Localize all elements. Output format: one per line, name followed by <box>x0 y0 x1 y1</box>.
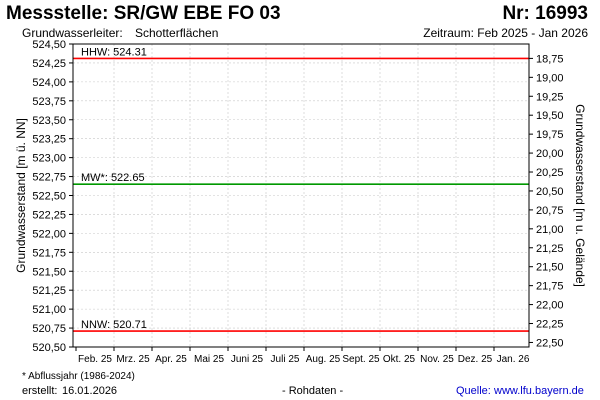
grid-layer <box>73 43 529 348</box>
axis-layer: 524,50 524,25 524,00 523,75 523,50 523,25 523,… <box>32 39 563 365</box>
x-tick-label: Aug. 25 <box>306 354 341 365</box>
y-tick-label: 524,00 <box>32 77 66 89</box>
y-tick-label: 521,25 <box>32 285 66 297</box>
y-tick-label: 520,75 <box>32 323 66 335</box>
station-number: Nr: 16993 <box>502 3 588 24</box>
y-tick-label: 520,50 <box>32 342 66 354</box>
y-tick-label: 522,25 <box>32 209 66 221</box>
y2-tick-label: 20,50 <box>536 186 564 198</box>
y2-tick-label: 22,50 <box>536 337 564 349</box>
x-tick-label: Okt. 25 <box>383 354 416 365</box>
x-tick-label: Mrz. 25 <box>116 354 150 365</box>
y-tick-label: 523,75 <box>32 96 66 108</box>
reference-line-label: NNW: 520.71 <box>81 319 147 331</box>
y2-tick-label: 19,00 <box>536 72 564 84</box>
y2-axis-label: Grundwasserstand [m u. Gelände] <box>573 104 587 287</box>
y2-tick-label: 19,25 <box>536 91 564 103</box>
x-tick-label: Juni 25 <box>231 354 264 365</box>
y2-tick-label: 20,00 <box>536 148 564 160</box>
y2-tick-label: 21,25 <box>536 243 564 255</box>
chart-title: Messstelle: SR/GW EBE FO 03 <box>6 3 281 24</box>
aquifer-label: Grundwasserleiter: <box>22 26 123 40</box>
y2-tick-label: 19,50 <box>536 110 564 122</box>
y-tick-label: 522,75 <box>32 172 66 184</box>
x-tick-label: Sept. 25 <box>342 354 380 365</box>
y-tick-label: 521,00 <box>32 304 66 316</box>
x-tick-label: Jan. 26 <box>497 354 530 365</box>
y-tick-label: 523,00 <box>32 153 66 165</box>
y2-tick-label: 20,75 <box>536 205 564 217</box>
y-tick-label: 524,50 <box>32 39 66 51</box>
x-tick-label: Juli 25 <box>271 354 300 365</box>
x-tick-label: Dez. 25 <box>458 354 493 365</box>
source-label: Quelle: <box>456 385 491 397</box>
y2-tick-label: 20,25 <box>536 167 564 179</box>
y2-tick-label: 21,50 <box>536 262 564 274</box>
y-axis-label: Grundwasserstand [m ü. NN] <box>14 118 28 273</box>
x-tick-label: Mai 25 <box>194 354 224 365</box>
y2-tick-label: 18,75 <box>536 53 564 65</box>
aquifer-value: Schotterflächen <box>135 26 219 40</box>
reference-line-label: HHW: 524.31 <box>81 46 147 58</box>
y-tick-label: 523,50 <box>32 115 66 127</box>
source-link[interactable]: www.lfu.bayern.de <box>494 385 584 397</box>
y2-tick-label: 22,00 <box>536 300 564 312</box>
reference-line-label: MW*: 522.65 <box>81 172 145 184</box>
y2-tick-label: 22,25 <box>536 319 564 331</box>
y-tick-label: 524,25 <box>32 58 66 70</box>
y2-tick-label: 19,75 <box>536 129 564 141</box>
y2-tick-label: 21,75 <box>536 281 564 293</box>
y-tick-label: 522,00 <box>32 228 66 240</box>
rawdata-note: - Rohdaten - <box>282 385 344 397</box>
x-tick-label: Nov. 25 <box>420 354 454 365</box>
x-tick-label: Apr. 25 <box>155 354 187 365</box>
y2-tick-label: 21,00 <box>536 224 564 236</box>
x-tick-label: Feb. 25 <box>78 354 112 365</box>
reference-lines-layer: HHW: 524.31 MW*: 522.65 NNW: 520.71 <box>73 46 529 332</box>
y-tick-label: 523,25 <box>32 134 66 146</box>
created-date: 16.01.2026 <box>62 385 118 397</box>
created-label: erstellt: <box>22 385 58 397</box>
footnote: * Abflussjahr (1986-2024) <box>22 371 135 382</box>
y-tick-label: 521,50 <box>32 266 66 278</box>
y-tick-label: 522,50 <box>32 191 66 203</box>
y-tick-label: 521,75 <box>32 247 66 259</box>
period-label: Zeitraum: Feb 2025 - Jan 2026 <box>423 26 588 40</box>
